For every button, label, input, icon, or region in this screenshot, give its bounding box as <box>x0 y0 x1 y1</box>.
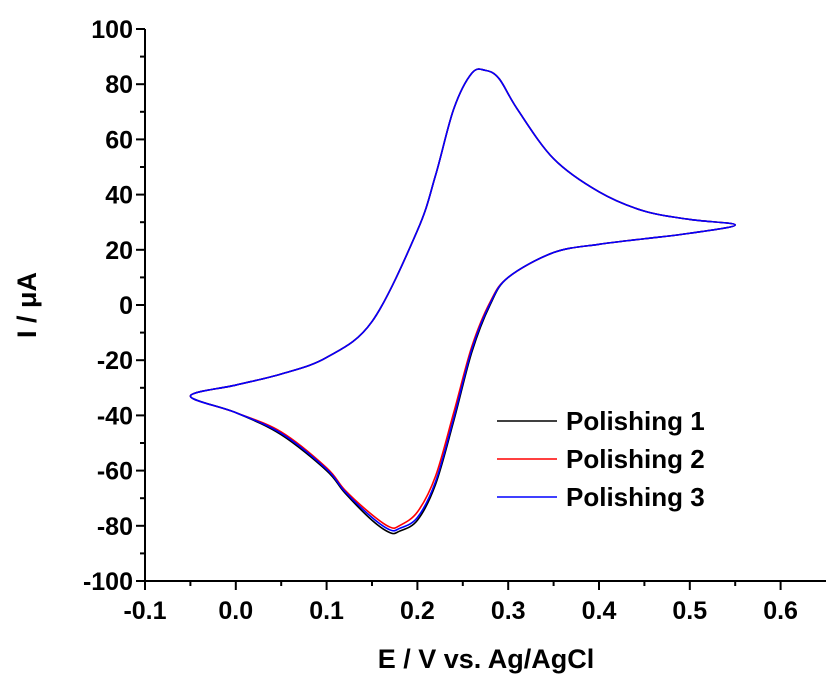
y-tick-label: 60 <box>105 126 133 154</box>
y-axis-title: I / μA <box>12 272 42 338</box>
y-tick-label: -100 <box>83 568 133 596</box>
legend-label-2: Polishing 2 <box>566 444 705 474</box>
y-tick-label: -60 <box>97 458 133 486</box>
x-tick-label: -0.1 <box>123 597 166 625</box>
x-tick-label: 0.2 <box>400 597 435 625</box>
y-axis-title-prefix: I / <box>12 308 42 338</box>
x-tick-label: 0.6 <box>763 597 798 625</box>
axes-layer <box>144 29 826 582</box>
series-line-3 <box>189 68 736 532</box>
y-tick-label: 0 <box>119 292 133 320</box>
series-layer <box>189 68 736 535</box>
y-axis-title-unit: μA <box>12 272 42 308</box>
y-tick-label: 100 <box>91 16 133 44</box>
x-tick-label: 0.5 <box>672 597 707 625</box>
x-axis-title: E / V vs. Ag/AgCl <box>378 644 595 674</box>
y-tick-label: -80 <box>97 513 133 541</box>
y-tick-label: 80 <box>105 71 133 99</box>
y-tick-label: 40 <box>105 182 133 210</box>
y-tick-label: 20 <box>105 237 133 265</box>
x-tick-label: 0.3 <box>491 597 526 625</box>
x-tick-label: 0.4 <box>582 597 617 625</box>
ticks-layer: -0.1 0.0 0.1 0.2 0.3 0.4 0.5 0.6 -100 -80 -60 -40 -2… <box>83 16 798 625</box>
y-tick-label: -40 <box>97 402 133 430</box>
x-tick-label: 0.0 <box>218 597 253 625</box>
legend-label-1: Polishing 1 <box>566 406 705 436</box>
legend: Polishing 1 Polishing 2 Polishing 3 <box>497 406 705 512</box>
y-tick-label: -20 <box>97 347 133 375</box>
legend-label-3: Polishing 3 <box>566 482 705 512</box>
x-tick-label: 0.1 <box>309 597 344 625</box>
